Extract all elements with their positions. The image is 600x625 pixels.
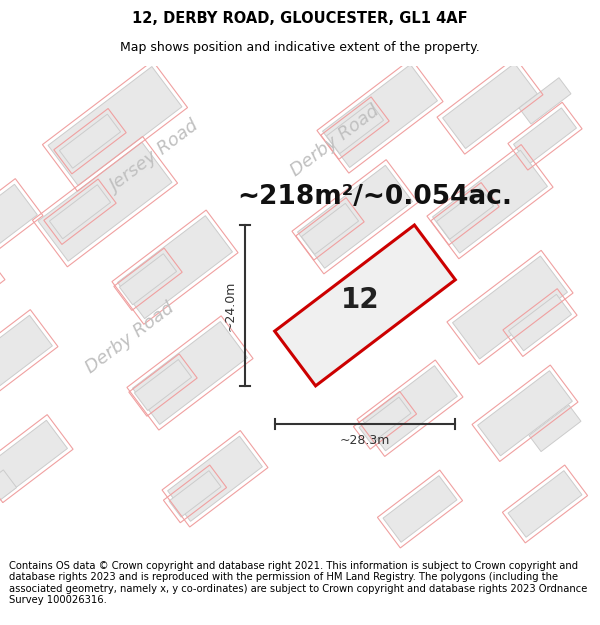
Polygon shape xyxy=(48,66,182,186)
Polygon shape xyxy=(298,166,412,268)
Polygon shape xyxy=(59,114,121,168)
Polygon shape xyxy=(118,216,232,319)
Polygon shape xyxy=(436,188,494,239)
Text: ~24.0m: ~24.0m xyxy=(224,280,236,331)
Polygon shape xyxy=(323,64,437,168)
Polygon shape xyxy=(49,185,110,239)
Polygon shape xyxy=(0,420,67,497)
Text: 12, DERBY ROAD, GLOUCESTER, GL1 4AF: 12, DERBY ROAD, GLOUCESTER, GL1 4AF xyxy=(132,11,468,26)
Polygon shape xyxy=(519,78,571,124)
Polygon shape xyxy=(443,63,538,149)
Polygon shape xyxy=(508,471,582,538)
Polygon shape xyxy=(529,405,581,452)
Polygon shape xyxy=(275,225,455,386)
Polygon shape xyxy=(134,359,191,411)
Text: 12: 12 xyxy=(341,286,379,314)
Text: ~28.3m: ~28.3m xyxy=(340,434,390,447)
Polygon shape xyxy=(514,108,577,164)
Polygon shape xyxy=(452,256,568,359)
Polygon shape xyxy=(478,371,572,456)
Polygon shape xyxy=(167,436,262,521)
Polygon shape xyxy=(119,254,176,305)
Polygon shape xyxy=(133,321,247,424)
Polygon shape xyxy=(169,471,221,517)
Text: Derby Road: Derby Road xyxy=(287,102,383,180)
Polygon shape xyxy=(433,150,547,253)
Text: Derby Road: Derby Road xyxy=(82,299,178,377)
Text: Map shows position and indicative extent of the property.: Map shows position and indicative extent… xyxy=(120,41,480,54)
Polygon shape xyxy=(38,142,172,261)
Polygon shape xyxy=(0,315,52,401)
Polygon shape xyxy=(0,470,17,518)
Polygon shape xyxy=(383,476,457,542)
Text: Jersey Road: Jersey Road xyxy=(107,117,203,196)
Polygon shape xyxy=(0,184,37,269)
Text: ~218m²/~0.054ac.: ~218m²/~0.054ac. xyxy=(238,184,512,209)
Polygon shape xyxy=(509,294,571,351)
Text: Jersey Road: Jersey Road xyxy=(282,263,378,342)
Text: Contains OS data © Crown copyright and database right 2021. This information is : Contains OS data © Crown copyright and d… xyxy=(9,561,587,606)
Polygon shape xyxy=(359,397,411,444)
Polygon shape xyxy=(362,366,457,451)
Polygon shape xyxy=(301,203,359,254)
Polygon shape xyxy=(326,102,383,154)
